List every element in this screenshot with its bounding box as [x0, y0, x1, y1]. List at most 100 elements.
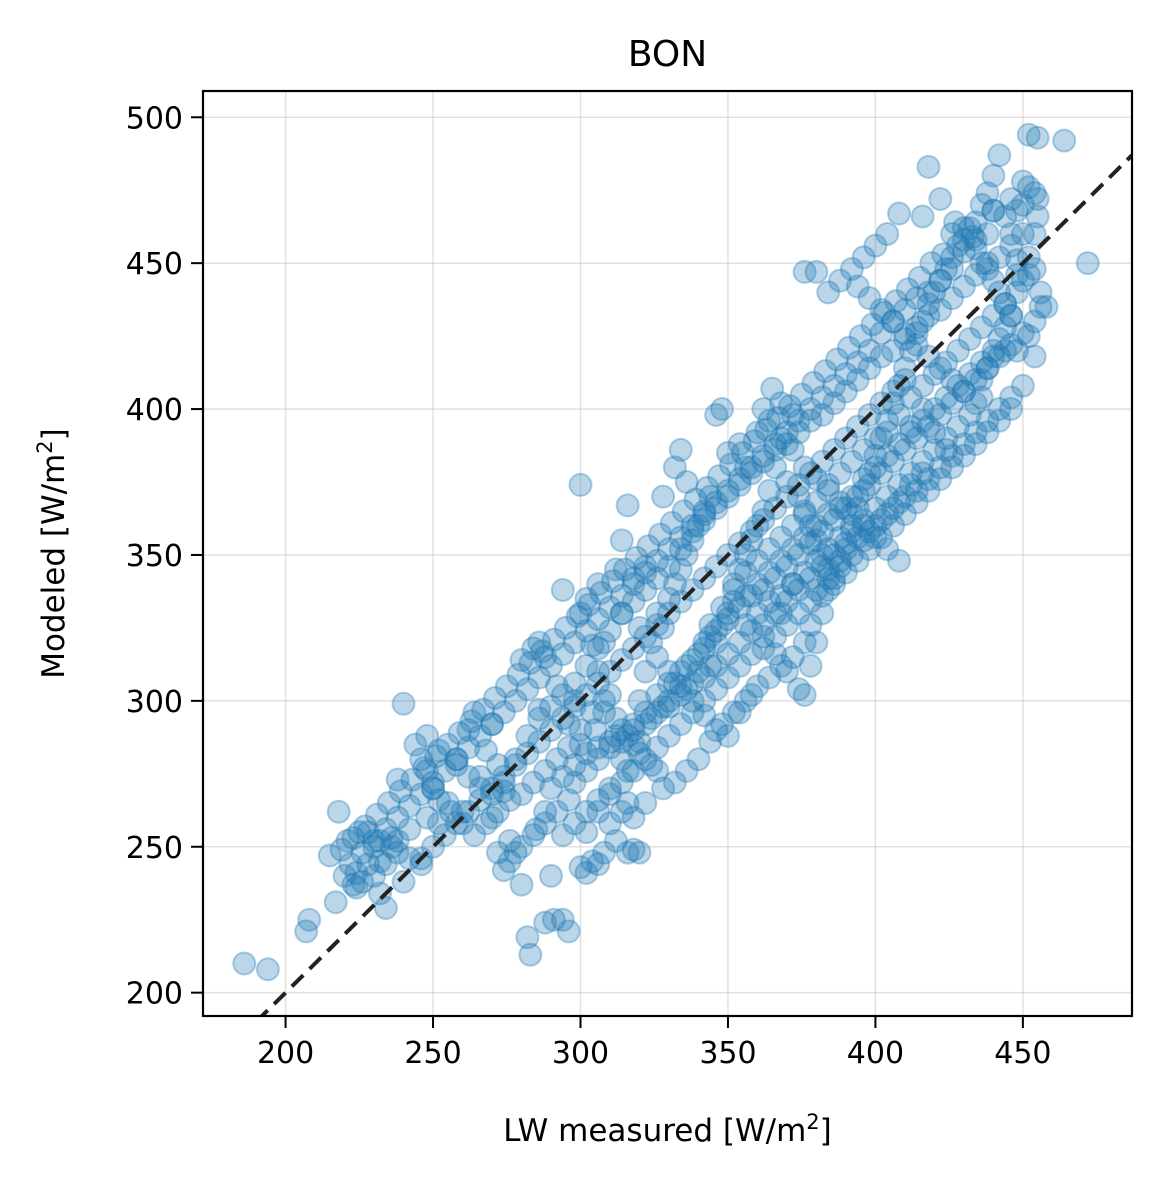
data-point	[574, 586, 599, 611]
data-point	[715, 607, 740, 632]
data-point	[910, 449, 935, 474]
data-point	[828, 554, 853, 579]
data-point	[674, 758, 699, 783]
data-point	[777, 394, 802, 419]
data-point	[1004, 280, 1029, 305]
data-point	[509, 782, 534, 807]
data-point	[421, 776, 446, 801]
data-point	[721, 700, 746, 725]
data-point	[668, 683, 693, 708]
data-point	[415, 723, 440, 748]
data-point	[839, 519, 864, 544]
data-point	[562, 688, 587, 713]
data-point	[1034, 294, 1059, 319]
data-point	[597, 782, 622, 807]
data-point	[704, 653, 729, 678]
data-point	[804, 513, 829, 538]
data-point	[656, 537, 681, 562]
data-point	[1010, 169, 1035, 194]
data-point	[1004, 338, 1029, 363]
data-point	[928, 402, 953, 427]
data-point	[680, 700, 705, 725]
data-point	[751, 397, 776, 422]
data-point	[739, 583, 764, 608]
data-point	[518, 650, 543, 675]
data-point	[881, 513, 906, 538]
data-point	[621, 732, 646, 757]
data-point	[656, 586, 681, 611]
data-point	[329, 837, 354, 862]
data-point	[798, 612, 823, 637]
data-point	[597, 595, 622, 620]
data-point	[754, 417, 779, 442]
data-point	[715, 723, 740, 748]
data-point	[633, 560, 658, 585]
y-tick-label: 300	[126, 685, 183, 720]
data-point	[421, 776, 446, 801]
data-point	[695, 475, 720, 500]
data-point	[541, 627, 566, 652]
data-point	[592, 840, 617, 865]
data-point	[845, 484, 870, 509]
data-point	[509, 872, 534, 897]
data-point	[833, 362, 858, 387]
data-point	[698, 653, 723, 678]
data-point	[562, 753, 587, 778]
data-point	[727, 432, 752, 457]
data-point	[857, 537, 882, 562]
data-point	[963, 367, 988, 392]
data-point	[651, 484, 676, 509]
data-point	[993, 315, 1018, 340]
data-point	[645, 758, 670, 783]
data-point	[863, 496, 888, 521]
data-point	[621, 572, 646, 597]
data-point	[733, 560, 758, 585]
data-point	[910, 408, 935, 433]
data-point	[379, 834, 404, 859]
data-point	[600, 569, 625, 594]
data-point	[341, 826, 366, 851]
data-point	[356, 852, 381, 877]
y-tick-label: 450	[126, 247, 183, 282]
data-point	[426, 738, 451, 763]
data-point	[421, 770, 446, 795]
data-point	[435, 732, 460, 757]
data-point	[609, 770, 634, 795]
data-point	[887, 548, 912, 573]
data-point	[335, 828, 360, 853]
data-point	[934, 256, 959, 281]
data-point	[550, 577, 575, 602]
data-point	[494, 674, 519, 699]
data-point	[615, 790, 640, 815]
data-point	[592, 630, 617, 655]
x-tick-label: 450	[994, 1036, 1051, 1071]
data-point	[857, 472, 882, 497]
data-point	[960, 224, 985, 249]
data-point	[633, 659, 658, 684]
data-point	[904, 286, 929, 311]
data-point	[875, 537, 900, 562]
data-point	[904, 478, 929, 503]
data-point	[822, 391, 847, 416]
data-point	[951, 239, 976, 264]
data-point	[450, 811, 475, 836]
data-point	[922, 280, 947, 305]
data-point	[521, 770, 546, 795]
data-point	[780, 572, 805, 597]
data-point	[851, 437, 876, 462]
data-point	[373, 896, 398, 921]
data-point	[621, 758, 646, 783]
data-point	[715, 440, 740, 465]
data-point	[875, 408, 900, 433]
data-point	[804, 490, 829, 515]
data-point	[609, 729, 634, 754]
data-point	[668, 437, 693, 462]
data-point	[975, 256, 1000, 281]
data-point	[892, 502, 917, 527]
data-point	[255, 957, 280, 982]
data-point	[1004, 198, 1029, 223]
data-point	[353, 814, 378, 839]
data-point	[987, 397, 1012, 422]
data-point	[733, 455, 758, 480]
data-point	[727, 467, 752, 492]
